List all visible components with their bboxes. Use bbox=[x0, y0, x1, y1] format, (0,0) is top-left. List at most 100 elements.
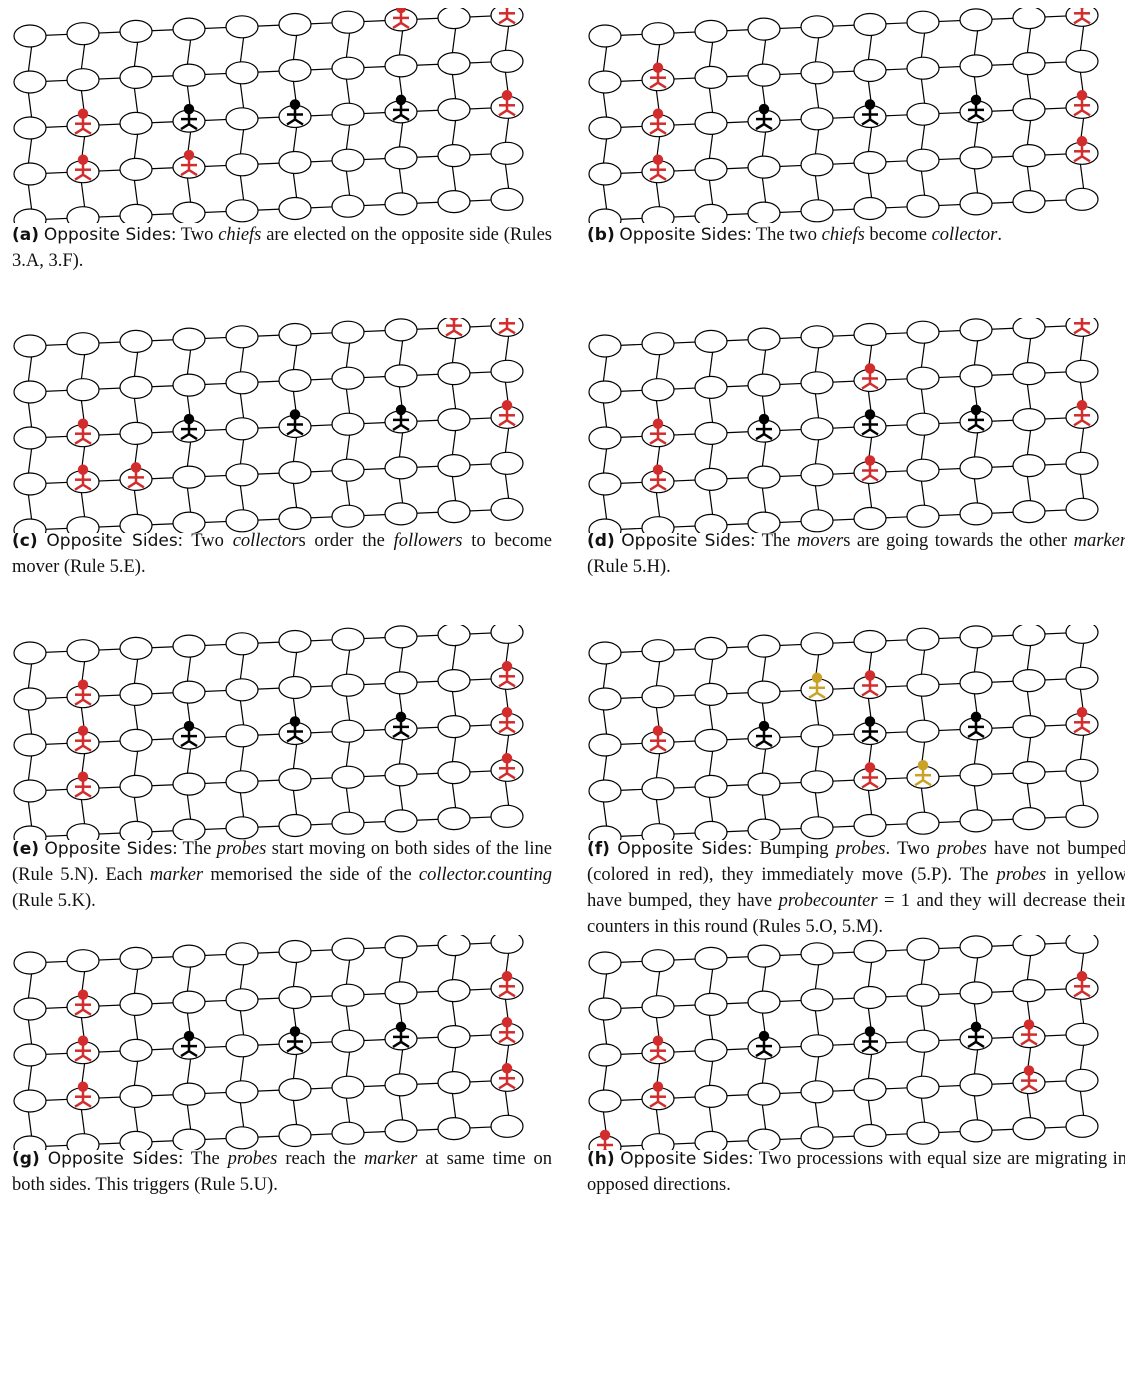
node bbox=[960, 9, 992, 31]
caption: (c) Opposite Sides: Two collectors order… bbox=[12, 528, 552, 580]
node bbox=[854, 198, 886, 220]
node bbox=[279, 462, 311, 484]
agent-head bbox=[866, 1028, 874, 1036]
node bbox=[695, 330, 727, 352]
node bbox=[491, 360, 523, 382]
node bbox=[642, 207, 674, 223]
node bbox=[14, 952, 46, 974]
node bbox=[279, 941, 311, 963]
node bbox=[589, 998, 621, 1020]
node bbox=[1013, 1118, 1045, 1140]
node bbox=[226, 679, 258, 701]
caption-text: : The bbox=[750, 531, 797, 551]
node bbox=[695, 729, 727, 751]
agent-head bbox=[654, 110, 662, 118]
node bbox=[120, 66, 152, 88]
node bbox=[14, 642, 46, 664]
agent-head bbox=[972, 713, 980, 721]
node bbox=[907, 367, 939, 389]
node bbox=[748, 64, 780, 86]
agent-head bbox=[866, 764, 874, 772]
grid-diagram bbox=[10, 318, 545, 533]
node bbox=[67, 379, 99, 401]
node bbox=[438, 980, 470, 1002]
grid-diagram bbox=[585, 625, 1120, 840]
node bbox=[14, 1044, 46, 1066]
node bbox=[279, 1079, 311, 1101]
node bbox=[120, 947, 152, 969]
node bbox=[960, 55, 992, 77]
node bbox=[14, 117, 46, 139]
agent-head bbox=[1078, 708, 1086, 716]
caption-text: (f) bbox=[587, 839, 610, 859]
node bbox=[67, 950, 99, 972]
caption-text: (g) bbox=[12, 1149, 40, 1169]
node bbox=[642, 996, 674, 1018]
node bbox=[14, 734, 46, 756]
agent-head bbox=[79, 110, 87, 118]
agent-head bbox=[1078, 972, 1086, 980]
node bbox=[695, 376, 727, 398]
node bbox=[642, 640, 674, 662]
node bbox=[1013, 762, 1045, 784]
node bbox=[226, 418, 258, 440]
caption-text: reach the bbox=[277, 1149, 364, 1169]
node bbox=[801, 326, 833, 348]
caption: (d) Opposite Sides: The movers are going… bbox=[587, 528, 1125, 580]
node bbox=[438, 762, 470, 784]
node bbox=[960, 457, 992, 479]
node bbox=[854, 324, 886, 346]
node bbox=[854, 14, 886, 36]
node bbox=[748, 945, 780, 967]
node bbox=[14, 427, 46, 449]
node bbox=[1013, 191, 1045, 213]
caption-text: probes bbox=[228, 1149, 278, 1169]
node bbox=[385, 1074, 417, 1096]
caption-text: : The bbox=[178, 1149, 228, 1169]
node bbox=[279, 1125, 311, 1147]
node bbox=[173, 635, 205, 657]
node bbox=[120, 775, 152, 797]
caption-text: chiefs bbox=[822, 225, 865, 245]
caption-text: (a) bbox=[12, 225, 39, 245]
agent-head bbox=[654, 64, 662, 72]
agent-head bbox=[866, 718, 874, 726]
node bbox=[960, 936, 992, 958]
node bbox=[960, 319, 992, 341]
node bbox=[385, 764, 417, 786]
agent-head bbox=[654, 466, 662, 474]
node bbox=[173, 64, 205, 86]
node bbox=[589, 427, 621, 449]
caption-text: Opposite Sides bbox=[617, 839, 747, 859]
node bbox=[226, 725, 258, 747]
agent-head bbox=[972, 1023, 980, 1031]
node bbox=[332, 149, 364, 171]
node bbox=[695, 947, 727, 969]
caption-text: mover bbox=[797, 531, 843, 551]
node bbox=[67, 23, 99, 45]
node bbox=[960, 764, 992, 786]
node bbox=[491, 498, 523, 520]
agent-head bbox=[760, 415, 768, 423]
node bbox=[14, 25, 46, 47]
node bbox=[438, 935, 470, 956]
caption-text: . bbox=[997, 225, 1002, 245]
node bbox=[589, 688, 621, 710]
node bbox=[960, 626, 992, 648]
node bbox=[854, 508, 886, 530]
node bbox=[695, 683, 727, 705]
caption-text: probes bbox=[836, 839, 886, 859]
agent-head bbox=[503, 1018, 511, 1026]
caption: (g) Opposite Sides: The probes reach the… bbox=[12, 1146, 552, 1198]
node bbox=[1013, 409, 1045, 431]
node bbox=[695, 1085, 727, 1107]
node bbox=[332, 674, 364, 696]
node bbox=[491, 935, 523, 953]
agent-head bbox=[1078, 401, 1086, 409]
caption: (b) Opposite Sides: The two chiefs becom… bbox=[587, 222, 1125, 248]
agent-head bbox=[866, 365, 874, 373]
grid-diagram bbox=[585, 8, 1120, 223]
node bbox=[589, 1044, 621, 1066]
caption: (f) Opposite Sides: Bumping probes. Two … bbox=[587, 836, 1125, 940]
node bbox=[695, 112, 727, 134]
